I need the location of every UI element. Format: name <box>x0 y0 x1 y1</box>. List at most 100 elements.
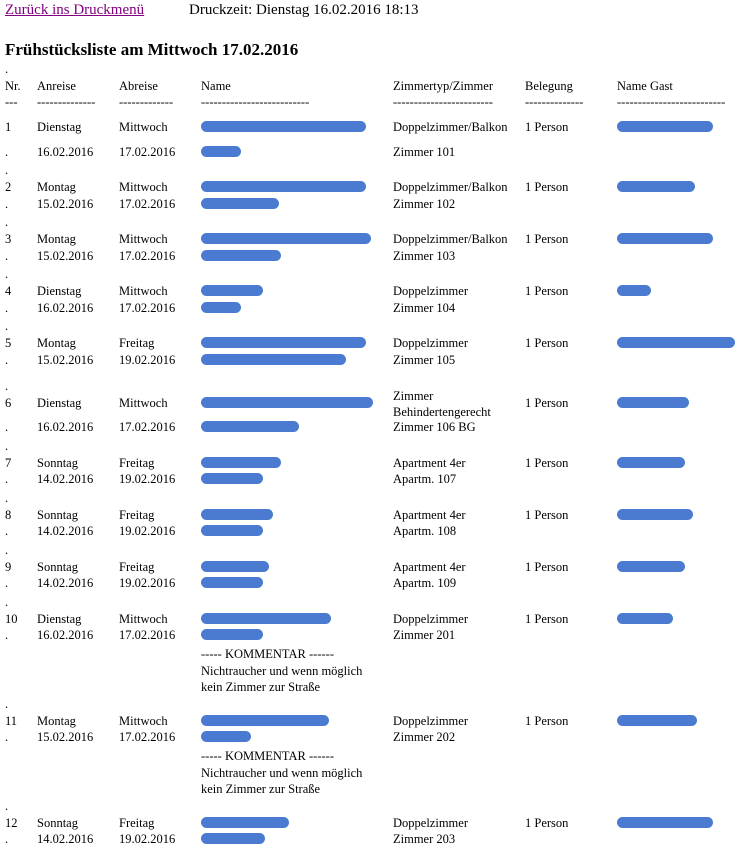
departure-date: 19.02.2016 <box>119 472 176 486</box>
room: Zimmer 102 <box>393 197 456 211</box>
departure-day: Freitag <box>119 508 155 522</box>
redacted <box>201 715 329 726</box>
occupancy: 1 Person <box>525 508 569 522</box>
comment-heading: ----- KOMMENTAR ------ <box>201 647 334 661</box>
room-type: Zimmer Behindertengerecht <box>393 389 491 419</box>
arrival-day: Montag <box>37 232 76 246</box>
room: Zimmer 203 <box>393 832 456 846</box>
nr: 11 <box>5 714 18 728</box>
dot: . <box>5 832 9 846</box>
occupancy: 1 Person <box>525 560 569 574</box>
departure-date: 17.02.2016 <box>119 301 176 315</box>
arrival-date: 15.02.2016 <box>37 197 94 211</box>
arrival-date: 14.02.2016 <box>37 832 94 846</box>
column-header: Nr. <box>5 79 21 93</box>
room: Zimmer 201 <box>393 628 456 642</box>
redacted <box>201 613 331 624</box>
dot: . <box>5 543 9 557</box>
arrival-date: 15.02.2016 <box>37 249 94 263</box>
occupancy: 1 Person <box>525 612 569 626</box>
redacted <box>201 285 263 296</box>
room-type: Doppelzimmer <box>393 816 468 830</box>
redacted <box>201 198 279 209</box>
occupancy: 1 Person <box>525 336 569 350</box>
redacted <box>201 397 373 408</box>
room: Zimmer 103 <box>393 249 456 263</box>
departure-date: 19.02.2016 <box>119 576 176 590</box>
departure-date: 17.02.2016 <box>119 730 176 744</box>
occupancy: 1 Person <box>525 396 569 410</box>
comment-line: Nichtraucher und wenn möglich <box>201 766 363 780</box>
nr: 12 <box>5 816 18 830</box>
dot: . <box>5 439 9 453</box>
redacted <box>201 629 263 640</box>
dot: . <box>5 197 9 211</box>
redacted <box>201 457 281 468</box>
room-type: Doppelzimmer/Balkon <box>393 232 508 246</box>
room: Apartm. 109 <box>393 576 457 590</box>
arrival-date: 15.02.2016 <box>37 353 94 367</box>
dot: . <box>5 524 9 538</box>
redacted <box>617 121 713 132</box>
nr: 5 <box>5 336 12 350</box>
column-rule: -------------------------- <box>201 95 310 109</box>
room-type: Doppelzimmer/Balkon <box>393 180 508 194</box>
arrival-date: 14.02.2016 <box>37 524 94 538</box>
redacted <box>617 233 713 244</box>
redacted <box>617 509 693 520</box>
redacted <box>201 302 241 313</box>
dot: . <box>5 730 9 744</box>
room: Zimmer 105 <box>393 353 456 367</box>
arrival-day: Sonntag <box>37 508 78 522</box>
arrival-date: 14.02.2016 <box>37 576 94 590</box>
column-header: Name Gast <box>617 79 673 93</box>
room: Zimmer 202 <box>393 730 456 744</box>
dot: . <box>5 163 9 177</box>
dot: . <box>5 576 9 590</box>
departure-day: Freitag <box>119 336 155 350</box>
nr: 1 <box>5 120 12 134</box>
nr: 7 <box>5 456 12 470</box>
redacted <box>617 457 685 468</box>
arrival-day: Dienstag <box>37 396 82 410</box>
redacted <box>201 181 366 192</box>
arrival-date: 14.02.2016 <box>37 472 94 486</box>
nr: 3 <box>5 232 12 246</box>
nr: 9 <box>5 560 12 574</box>
redacted <box>201 817 289 828</box>
column-header: Zimmertyp/Zimmer <box>393 79 493 93</box>
column-rule: ------------------------ <box>393 95 493 109</box>
room: Zimmer 106 BG <box>393 420 476 434</box>
redacted <box>201 337 366 348</box>
column-header: Abreise <box>119 79 158 93</box>
redacted <box>617 337 735 348</box>
column-rule: -------------- <box>525 95 584 109</box>
back-link[interactable]: Zurück ins Druckmenü <box>5 2 145 18</box>
redacted <box>201 473 263 484</box>
departure-date: 17.02.2016 <box>119 420 176 434</box>
room-type: Apartment 4er <box>393 508 466 522</box>
dot: . <box>5 319 9 333</box>
dot: . <box>5 145 9 159</box>
redacted <box>201 421 299 432</box>
comment-line: kein Zimmer zur Straße <box>201 680 321 694</box>
column-rule: ------------- <box>119 95 174 109</box>
occupancy: 1 Person <box>525 456 569 470</box>
departure-date: 17.02.2016 <box>119 628 176 642</box>
occupancy: 1 Person <box>525 714 569 728</box>
dot: . <box>5 420 9 434</box>
room: Apartm. 108 <box>393 524 457 538</box>
occupancy: 1 Person <box>525 232 569 246</box>
dot: . <box>5 62 9 76</box>
dot: . <box>5 267 9 281</box>
departure-day: Mittwoch <box>119 232 168 246</box>
departure-date: 19.02.2016 <box>119 353 176 367</box>
redacted <box>201 525 263 536</box>
redacted <box>201 561 269 572</box>
redacted <box>201 250 281 261</box>
dot: . <box>5 301 9 315</box>
arrival-day: Montag <box>37 714 76 728</box>
redacted <box>201 577 263 588</box>
arrival-day: Montag <box>37 180 76 194</box>
